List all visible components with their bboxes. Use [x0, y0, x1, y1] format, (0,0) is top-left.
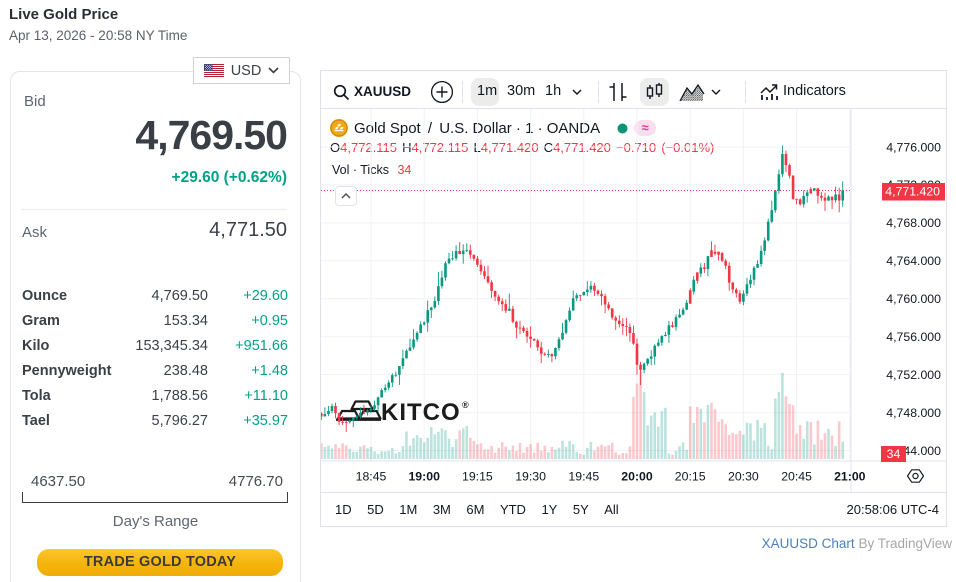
svg-text:20:15: 20:15 — [675, 470, 706, 484]
svg-text:19:15: 19:15 — [462, 470, 493, 484]
svg-text:4,752.000: 4,752.000 — [886, 368, 941, 382]
svg-text:20:00: 20:00 — [621, 470, 653, 484]
svg-text:KITCO: KITCO — [381, 399, 461, 426]
svg-text:20:30: 20:30 — [728, 470, 759, 484]
svg-text:4,771.420: 4,771.420 — [885, 185, 940, 199]
svg-text:19:00: 19:00 — [408, 470, 440, 484]
svg-text:34: 34 — [887, 447, 901, 461]
svg-text:19:30: 19:30 — [515, 470, 546, 484]
svg-text:4,776.000: 4,776.000 — [886, 140, 941, 154]
svg-text:4,748.000: 4,748.000 — [886, 406, 941, 420]
svg-text:4,764.000: 4,764.000 — [886, 254, 941, 268]
svg-text:20:45: 20:45 — [781, 470, 812, 484]
svg-text:®: ® — [462, 400, 469, 410]
svg-text:4,760.000: 4,760.000 — [886, 292, 941, 306]
svg-text:4,756.000: 4,756.000 — [886, 330, 941, 344]
svg-text:21:00: 21:00 — [834, 470, 866, 484]
svg-text:4,768.000: 4,768.000 — [886, 216, 941, 230]
svg-text:19:45: 19:45 — [568, 470, 599, 484]
svg-text:18:45: 18:45 — [356, 470, 387, 484]
